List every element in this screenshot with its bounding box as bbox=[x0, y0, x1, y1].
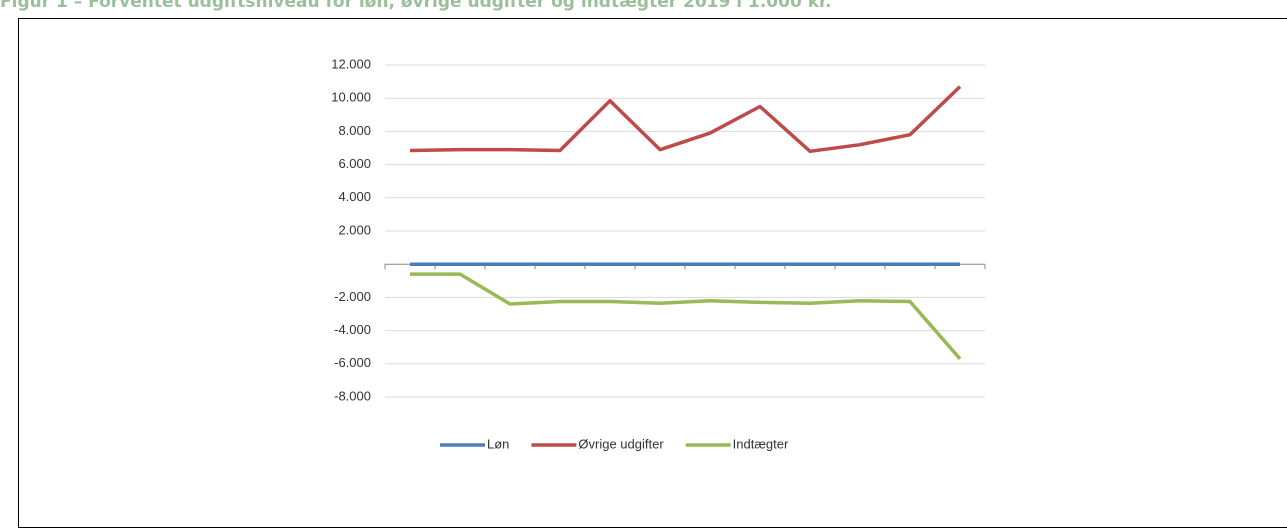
legend-label: Indtægter bbox=[733, 436, 789, 451]
y-tick-label: 12.000 bbox=[331, 56, 371, 71]
y-tick-label: -8.000 bbox=[334, 388, 371, 403]
y-tick-label: 2.000 bbox=[338, 222, 371, 237]
y-tick-label: 8.000 bbox=[338, 123, 371, 138]
series-line bbox=[410, 272, 962, 360]
y-tick-label: -6.000 bbox=[334, 355, 371, 370]
y-tick-label: 10.000 bbox=[331, 90, 371, 105]
y-tick-label: -2.000 bbox=[334, 289, 371, 304]
y-tick-label: 6.000 bbox=[338, 156, 371, 171]
legend-label: Løn bbox=[487, 436, 509, 451]
figure-title: Figur 1 – Forventet udgiftsniveau for lø… bbox=[0, 0, 832, 12]
y-tick-label: 4.000 bbox=[338, 189, 371, 204]
y-tick-label: -4.000 bbox=[334, 322, 371, 337]
legend-label: Øvrige udgifter bbox=[578, 436, 664, 451]
series-line bbox=[409, 85, 962, 154]
